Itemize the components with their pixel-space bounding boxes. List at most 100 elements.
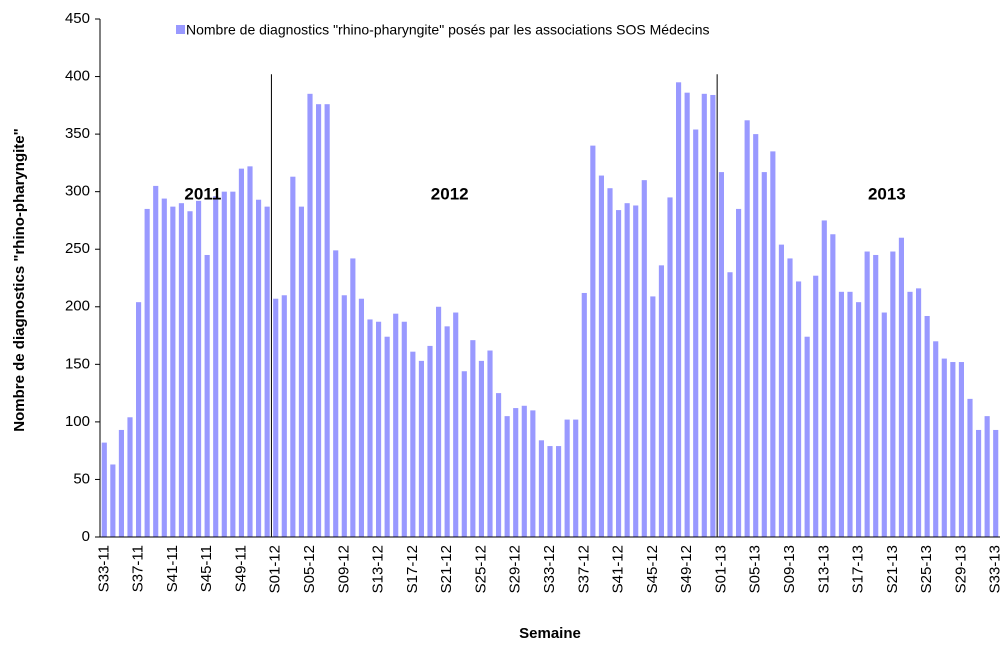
x-tick-label: S17-12 [404,545,421,593]
bar [153,185,159,537]
x-tick-label: S37-12 [575,545,592,593]
bar [470,340,476,537]
bar [898,237,904,537]
bar [376,321,382,537]
year-annotation: 2012 [431,184,469,203]
x-tick-label: S41-11 [164,545,181,592]
bar [504,416,510,537]
bar [453,312,459,537]
bar [813,275,819,537]
bar [564,419,570,537]
bar [907,291,913,537]
bar [924,315,930,537]
bar [196,200,202,537]
y-tick-label: 450 [65,10,90,27]
bar [178,203,184,537]
bar [496,393,502,537]
bar [290,176,296,538]
x-tick-label: S37-11 [130,545,147,592]
bar [984,416,990,537]
bar [538,440,544,537]
bar [281,295,287,537]
bar [641,180,647,537]
y-tick-label: 50 [73,470,90,487]
y-tick-label: 100 [65,413,90,430]
x-tick-label: S01-12 [267,545,284,593]
bar [993,429,999,537]
y-tick-label: 400 [65,68,90,85]
bar [770,151,776,537]
bar [830,234,836,537]
bar [478,360,484,537]
bar [590,145,596,537]
bar [778,244,784,537]
bar [950,362,956,537]
bar [718,172,724,537]
x-tick-label: S41-12 [610,545,627,593]
bar [607,188,613,538]
bar [667,197,673,537]
bar [418,360,424,537]
x-tick-label: S21-12 [438,545,455,593]
x-tick-label: S29-12 [507,545,524,593]
bar [324,104,330,537]
bar [401,321,407,537]
x-tick-label: S33-13 [987,545,1004,593]
bar [144,208,150,537]
bar [753,134,759,537]
year-annotation: 2013 [868,184,906,203]
bar [873,254,879,537]
bar [856,302,862,537]
bar [230,191,236,537]
bar [573,419,579,537]
bar [161,198,167,537]
bar [616,210,622,537]
bar [333,250,339,537]
x-tick-label: S09-12 [335,545,352,593]
bar [187,211,193,538]
bar [521,405,527,537]
bar [221,191,227,537]
bar [727,272,733,537]
x-tick-label: S25-13 [918,545,935,593]
bar [933,341,939,537]
bar [136,302,142,537]
y-tick-label: 300 [65,183,90,200]
bar [247,166,253,537]
bar [633,205,639,538]
bar [624,203,630,537]
bar [444,326,450,537]
bar [598,175,604,537]
bar [513,408,519,537]
bar [744,120,750,537]
bar [958,362,964,537]
bar [110,464,116,537]
legend-swatch [176,25,185,34]
bar [127,417,133,537]
bar [890,251,896,537]
bar [410,351,416,537]
bar [256,199,262,538]
bar [941,358,947,537]
y-axis-title: Nombre de diagnostics "rhino-pharyngite" [11,128,28,431]
bar [350,258,356,537]
bar [487,350,493,537]
bar [796,281,802,537]
x-tick-label: S33-12 [541,545,558,593]
bar [204,254,210,537]
bar [864,251,870,537]
legend-label: Nombre de diagnostics "rhino-pharyngite"… [186,22,710,38]
x-tick-label: S13-13 [815,545,832,593]
bar [916,288,922,537]
bar [101,442,107,537]
bar [881,312,887,537]
x-tick-label: S25-12 [472,545,489,593]
y-tick-label: 150 [65,355,90,372]
bar [316,104,322,537]
x-tick-label: S29-13 [952,545,969,593]
bar [581,292,587,537]
bar [427,345,433,537]
x-tick-label: S09-13 [781,545,798,593]
bar [341,295,347,537]
